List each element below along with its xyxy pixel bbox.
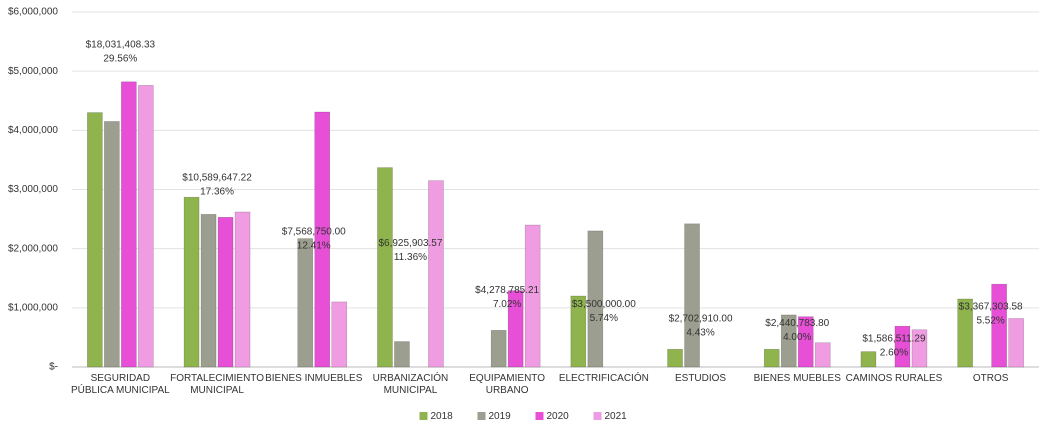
- legend-swatch: [477, 412, 486, 420]
- legend-swatch: [535, 412, 544, 420]
- total-label: $18,031,408.33: [86, 40, 156, 51]
- y-tick-label: $6,000,000: [8, 7, 58, 18]
- bar: [991, 283, 1007, 368]
- share-label: 5.74%: [590, 313, 618, 324]
- bar: [860, 351, 877, 368]
- legend-label: 2020: [547, 411, 570, 422]
- y-tick-label: $2,000,000: [8, 243, 58, 254]
- share-label: 4.43%: [686, 327, 714, 338]
- bar: [377, 167, 393, 368]
- x-tick-label: BIENES INMUEBLES: [265, 373, 363, 384]
- x-tick-label: ESTUDIOS: [674, 373, 727, 384]
- bar: [121, 81, 137, 368]
- y-tick-label: $-: [49, 362, 58, 373]
- bar: [911, 329, 928, 368]
- bar: [763, 348, 780, 368]
- bar: [490, 330, 507, 368]
- bar: [507, 290, 524, 368]
- bar: [297, 238, 314, 368]
- legend-label: 2019: [489, 411, 512, 422]
- legend-label: 2021: [605, 411, 628, 422]
- legend-swatch: [419, 412, 428, 420]
- bar: [587, 230, 604, 368]
- total-label: $3,367,303.58: [959, 302, 1023, 313]
- y-tick-label: $4,000,000: [8, 125, 58, 136]
- bar: [524, 224, 541, 368]
- x-tick-label: CAMINOS RURALES: [845, 373, 943, 384]
- share-label: 7.02%: [493, 299, 521, 310]
- bar: [87, 112, 103, 368]
- total-label: $10,589,647.22: [182, 173, 252, 184]
- x-tick-label: OTROS: [972, 373, 1009, 384]
- bar: [200, 214, 217, 368]
- bar: [234, 211, 251, 368]
- y-tick-label: $5,000,000: [8, 66, 58, 77]
- bar: [957, 298, 973, 368]
- bar: [814, 342, 831, 368]
- total-label: $7,568,750.00: [282, 226, 346, 237]
- total-label: $6,925,903.57: [378, 238, 442, 249]
- share-label: 29.56%: [103, 54, 137, 65]
- total-label: $1,586,511.29: [862, 333, 926, 344]
- y-tick-label: $3,000,000: [8, 184, 58, 195]
- share-label: 4.00%: [783, 332, 811, 343]
- x-tick-label: FORTALECIMIENTO MUNICIPAL: [170, 373, 264, 396]
- share-label: 12.41%: [297, 240, 331, 251]
- bar: [780, 314, 797, 368]
- total-label: $2,702,910.00: [669, 313, 733, 324]
- bar: [1008, 318, 1024, 368]
- bar: [667, 348, 683, 368]
- total-label: $2,440,783.80: [765, 318, 829, 329]
- share-label: 11.36%: [394, 252, 427, 263]
- bar: [570, 295, 587, 368]
- bar: [138, 85, 154, 368]
- bar: [797, 316, 814, 368]
- share-label: 2.60%: [880, 347, 908, 358]
- bar: [684, 223, 700, 368]
- bar: [217, 217, 234, 368]
- bar: [394, 341, 410, 368]
- x-tick-label: BIENES MUEBLES: [753, 373, 841, 384]
- bar: [104, 121, 120, 368]
- share-label: 17.36%: [200, 187, 234, 198]
- share-label: 5.52%: [976, 316, 1004, 327]
- bar: [183, 196, 200, 368]
- bar: [894, 325, 911, 368]
- bar: [428, 180, 444, 368]
- x-tick-label: URBANIZACIÓN MUNICIPAL: [372, 373, 449, 396]
- x-tick-label: SEGURIDAD PÚBLICA MUNICIPAL: [70, 373, 170, 396]
- y-tick-label: $1,000,000: [8, 302, 58, 313]
- legend-label: 2018: [431, 411, 454, 422]
- total-label: $3,500,000.00: [572, 299, 636, 310]
- bar: [331, 301, 348, 368]
- bar: [314, 111, 331, 368]
- x-tick-label: EQUIPAMIENTO URBANO: [469, 373, 546, 396]
- legend-swatch: [593, 412, 602, 420]
- total-label: $4,278,785.21: [475, 285, 539, 296]
- x-tick-label: ELECTRIFICACIÓN: [558, 373, 649, 384]
